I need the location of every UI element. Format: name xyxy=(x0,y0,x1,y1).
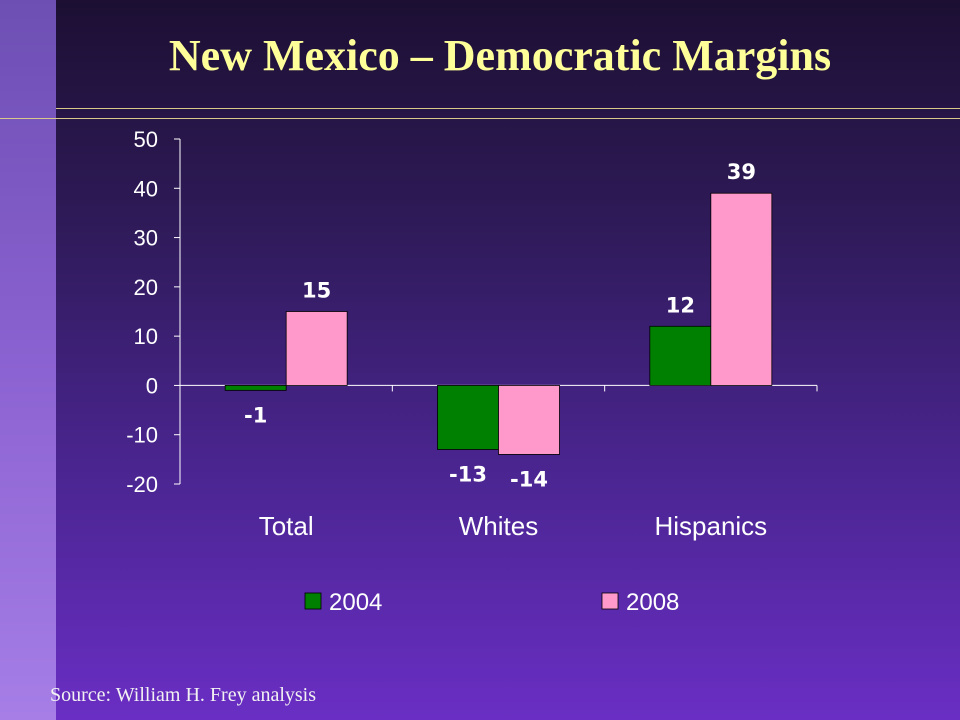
y-tick-label: 30 xyxy=(134,226,158,251)
data-label: 39 xyxy=(727,160,756,184)
y-tick-label: 40 xyxy=(134,176,158,201)
source-note: Source: William H. Frey analysis xyxy=(50,684,317,706)
y-tick-label: 50 xyxy=(134,127,158,152)
data-label: -13 xyxy=(449,463,487,487)
y-tick-label: 10 xyxy=(134,324,158,349)
legend-swatch-2008 xyxy=(601,592,619,610)
y-tick-label: -10 xyxy=(126,423,158,448)
bar-2008 xyxy=(710,192,773,386)
y-tick-label: 0 xyxy=(146,373,158,398)
category-label: Whites xyxy=(459,511,538,541)
slide-title: New Mexico – Democratic Margins xyxy=(168,31,832,80)
bar-2004 xyxy=(649,325,712,386)
side-accent-strip xyxy=(0,0,56,720)
data-label: -14 xyxy=(510,467,548,491)
legend-label: 2008 xyxy=(626,589,679,616)
bar-2004 xyxy=(437,385,499,450)
bar-2004 xyxy=(224,385,287,391)
title-divider-top xyxy=(56,108,960,109)
data-label: -1 xyxy=(244,403,267,427)
bar-2008 xyxy=(285,311,348,386)
y-tick-label: 20 xyxy=(134,275,158,300)
bar-2008 xyxy=(498,385,560,455)
category-label: Total xyxy=(259,511,314,541)
y-tick-label: -20 xyxy=(126,472,158,497)
legend-label: 2004 xyxy=(329,589,382,616)
title-divider-bottom xyxy=(0,118,960,119)
data-label: 15 xyxy=(302,279,331,303)
category-label: Hispanics xyxy=(654,511,767,541)
legend-swatch-2004 xyxy=(304,592,322,610)
data-label: 12 xyxy=(666,293,695,317)
